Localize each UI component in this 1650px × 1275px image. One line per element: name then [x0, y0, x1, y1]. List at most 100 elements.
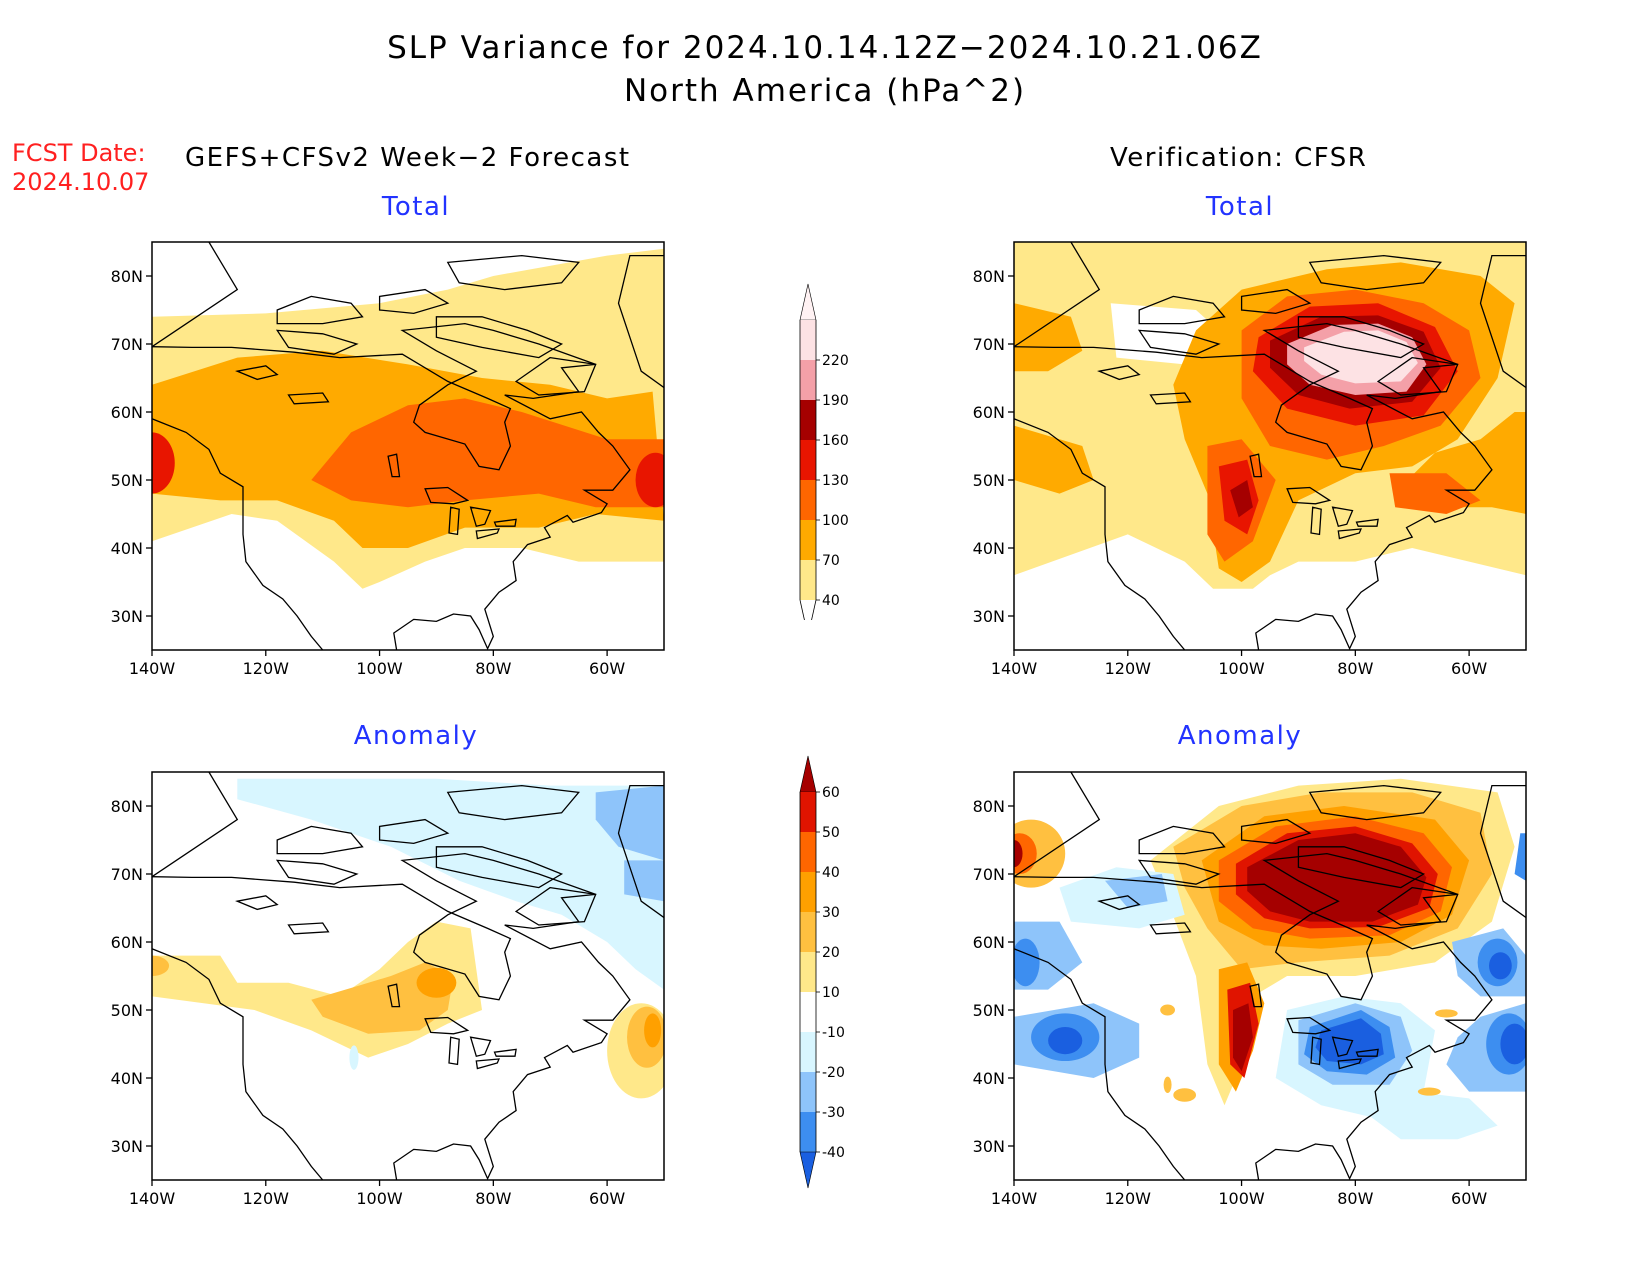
- shaded-contour-region: [1489, 952, 1512, 980]
- colorbar-swatch: [800, 1072, 816, 1112]
- lat-tick-label: 50N: [111, 1001, 143, 1020]
- shaded-contour-region: [237, 778, 664, 990]
- colorbar-swatch: [800, 1112, 816, 1152]
- lat-tick-label: 60N: [973, 933, 1005, 952]
- coastline: [514, 356, 597, 396]
- map-frame: [1013, 241, 1527, 651]
- lat-tick-label: 80N: [111, 267, 143, 286]
- colorbar-level-label: 130: [822, 473, 849, 489]
- lat-tick-label: 30N: [111, 607, 143, 626]
- fcst-date-value: 2024.10.07: [12, 168, 150, 196]
- colorbar-level-label: 70: [822, 553, 840, 569]
- coastline: [475, 1058, 501, 1070]
- map-frame: [151, 241, 665, 651]
- coastline: [1249, 453, 1263, 478]
- lat-tick-label: 70N: [111, 335, 143, 354]
- coastline: [287, 392, 330, 405]
- colorbar-swatch: [800, 520, 816, 560]
- lat-tick-label: 40N: [111, 539, 143, 558]
- shaded-contour-region: [644, 1013, 662, 1048]
- shaded-contour-region: [1355, 1091, 1498, 1140]
- coastline: [1355, 1048, 1379, 1057]
- coastline: [435, 846, 564, 889]
- lat-tick-label: 70N: [973, 865, 1005, 884]
- coastline: [1286, 486, 1332, 505]
- shaded-contour-region: [1514, 833, 1526, 881]
- panel-title-forecast-total: Total: [381, 192, 451, 222]
- fcst-date-label: FCST Date:: [12, 139, 146, 167]
- coastline: [1249, 983, 1263, 1008]
- shaded-contour-region: [1434, 1009, 1458, 1018]
- colorbar-swatch: [800, 400, 816, 440]
- colorbar-swatch: [800, 952, 816, 992]
- coastline: [1376, 356, 1459, 396]
- coastline: [275, 329, 359, 355]
- main-subtitle: North America (hPa^2): [623, 73, 1027, 109]
- colorbar-level-label: 20: [822, 945, 840, 961]
- lat-tick-label: 60N: [111, 403, 143, 422]
- coastline: [1097, 365, 1141, 381]
- lat-tick-label: 70N: [111, 865, 143, 884]
- shaded-contour-region: [1048, 1027, 1083, 1055]
- coastline: [1014, 772, 1186, 1180]
- lat-tick-label: 40N: [973, 1069, 1005, 1088]
- lat-tick-label: 50N: [973, 471, 1005, 490]
- lat-tick-label: 30N: [111, 1137, 143, 1156]
- coastline: [275, 859, 359, 885]
- shaded-contour-region: [349, 1045, 359, 1070]
- colorbar-level-label: 220: [822, 353, 849, 369]
- colorbar-level-label: 40: [822, 593, 840, 609]
- lat-tick-label: 40N: [973, 539, 1005, 558]
- coastline: [493, 518, 517, 527]
- coastline: [1310, 506, 1322, 536]
- panel-title-forecast-anomaly: Anomaly: [353, 721, 479, 751]
- lat-tick-label: 80N: [111, 797, 143, 816]
- colorbar-level-label: -40: [822, 1145, 845, 1161]
- lon-tick-label: 80W: [475, 659, 511, 678]
- lon-tick-label: 120W: [1105, 1189, 1152, 1208]
- coastline: [287, 922, 330, 935]
- panel-title-verification-anomaly: Anomaly: [1177, 721, 1303, 751]
- colorbar-swatch: [800, 912, 816, 952]
- lon-tick-label: 100W: [1218, 659, 1265, 678]
- shaded-contour-region: [1389, 473, 1481, 514]
- lat-tick-label: 60N: [111, 933, 143, 952]
- coastline: [1240, 288, 1312, 315]
- lon-tick-label: 60W: [589, 1189, 625, 1208]
- coastline: [617, 254, 664, 389]
- shaded-contour-region: [416, 967, 457, 998]
- shaded-contour-region: [1230, 480, 1253, 518]
- lon-tick-label: 100W: [356, 659, 403, 678]
- shaded-contour-region: [1500, 1023, 1526, 1065]
- shaded-contour-region: [1304, 330, 1418, 384]
- shaded-contour-region: [1315, 1018, 1384, 1065]
- coastline: [1097, 895, 1141, 911]
- colorbar-arrow-bottom: [799, 1151, 817, 1189]
- colorbar-level-label: 50: [822, 825, 840, 841]
- coastline: [475, 528, 501, 540]
- coastline: [1310, 1036, 1322, 1066]
- colorbar-level-label: 100: [822, 513, 849, 529]
- lat-tick-label: 40N: [111, 1069, 143, 1088]
- colorbar-swatch: [800, 360, 816, 400]
- lon-tick-label: 60W: [589, 659, 625, 678]
- coastline: [1138, 825, 1226, 855]
- colorbar-anomaly: -40 -30 -20 -10 10 20 30 40 50 60: [799, 755, 845, 1189]
- lon-tick-label: 100W: [356, 1189, 403, 1208]
- coastline: [1308, 784, 1442, 821]
- shaded-contour-region: [1014, 840, 1023, 868]
- colorbar-swatch: [800, 832, 816, 872]
- shaded-contour-region: [635, 452, 664, 508]
- shaded-contour-region: [1417, 1087, 1441, 1096]
- colorbar-level-label: -20: [822, 1065, 845, 1081]
- lon-tick-label: 140W: [129, 659, 176, 678]
- lat-tick-label: 80N: [973, 797, 1005, 816]
- lat-tick-label: 30N: [973, 1137, 1005, 1156]
- colorbar-swatch: [800, 992, 816, 1032]
- coastline: [1355, 518, 1379, 527]
- lon-tick-label: 140W: [991, 1189, 1038, 1208]
- coastline: [1308, 254, 1442, 291]
- lat-tick-label: 70N: [973, 335, 1005, 354]
- lon-tick-label: 80W: [475, 1189, 511, 1208]
- coastline: [1240, 818, 1312, 845]
